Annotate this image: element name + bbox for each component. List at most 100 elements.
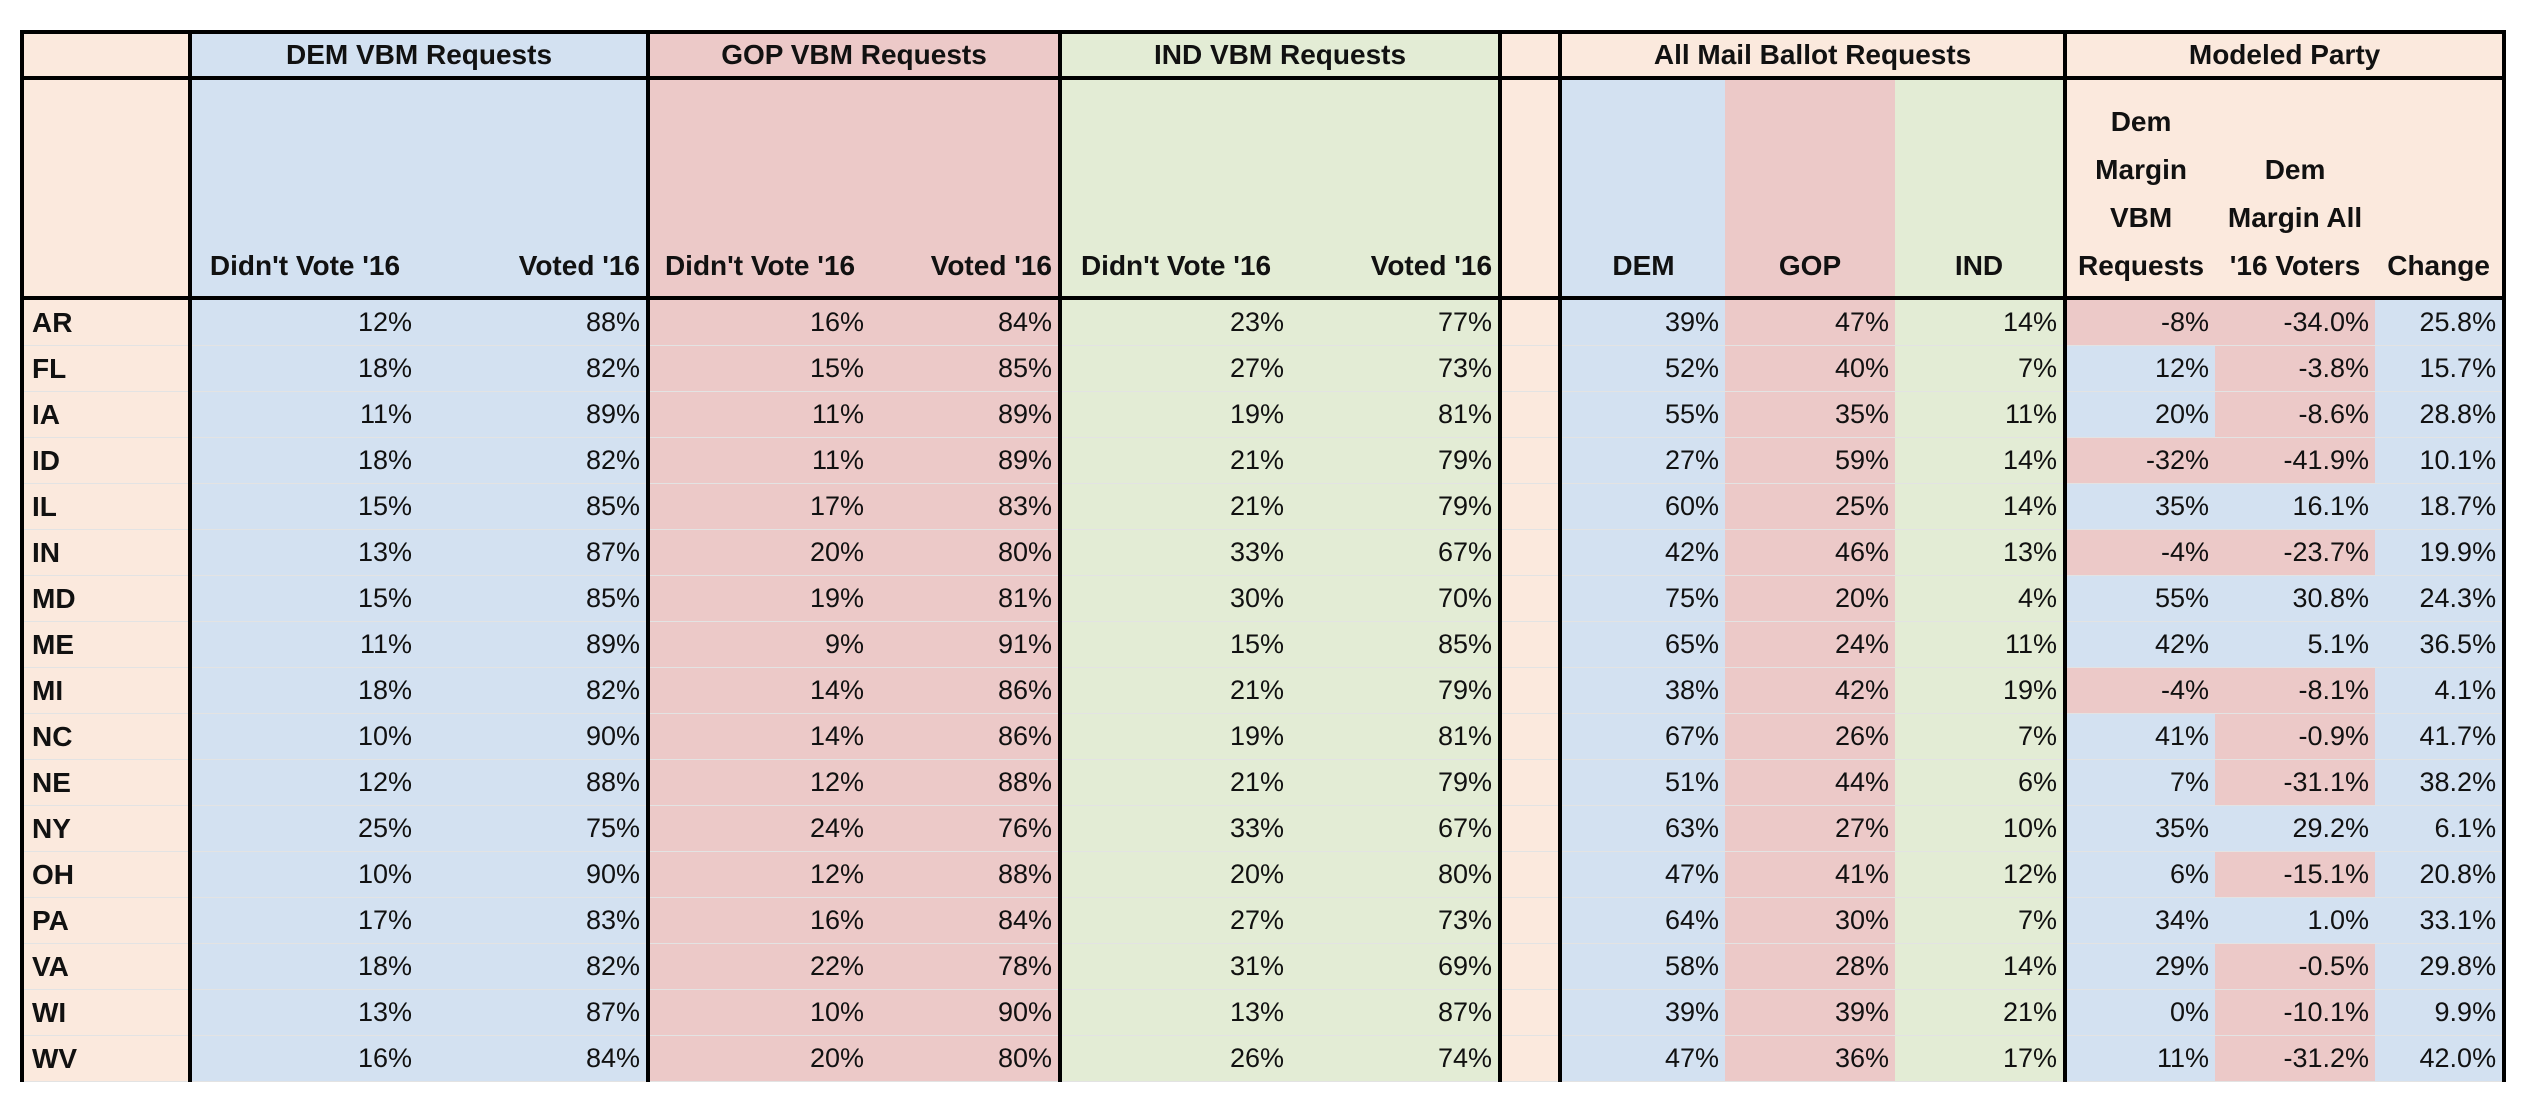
table-row: NC 10% 90% 14% 86% 19% 81% 67% 26% 7% 41% -0.9% 41.7… bbox=[20, 713, 2507, 760]
all-gop-header: GOP bbox=[1725, 78, 1896, 300]
table-row: WV 16% 84% 20% 80% 26% 74% 47% 36% 17% 11% -31.2% 42… bbox=[20, 1035, 2507, 1082]
all-dem-cell: 52% bbox=[1558, 345, 1726, 392]
all-ind-cell: 14% bbox=[1895, 943, 2066, 990]
dem-voted-cell: 88% bbox=[418, 759, 649, 806]
state-cell: VA bbox=[20, 943, 190, 990]
all-dem-cell: 51% bbox=[1558, 759, 1726, 806]
ind-didnt-vote-cell: 13% bbox=[1058, 989, 1291, 1036]
gop-voted-cell: 76% bbox=[870, 805, 1061, 852]
dem-margin-vbm-cell: 20% bbox=[2063, 391, 2216, 438]
dem-margin-vbm-cell: -4% bbox=[2063, 529, 2216, 576]
state-cell: OH bbox=[20, 851, 190, 898]
dem-margin-vbm-cell: 55% bbox=[2063, 575, 2216, 622]
ind-didnt-vote-header: Didn't Vote '16 bbox=[1058, 78, 1291, 300]
all-ind-cell: 11% bbox=[1895, 391, 2066, 438]
change-cell: 18.7% bbox=[2375, 483, 2507, 530]
ind-didnt-vote-cell: 19% bbox=[1058, 713, 1291, 760]
dem-margin-vbm-cell: -32% bbox=[2063, 437, 2216, 484]
dem-margin-vbm-cell: 0% bbox=[2063, 989, 2216, 1036]
dem-didnt-vote-cell: 15% bbox=[188, 575, 418, 622]
dem-margin-all-cell: -34.0% bbox=[2215, 298, 2376, 346]
gop-voted-cell: 83% bbox=[870, 483, 1061, 530]
gop-voted-cell: 88% bbox=[870, 851, 1061, 898]
state-cell: IA bbox=[20, 391, 190, 438]
all-gop-cell: 39% bbox=[1725, 989, 1896, 1036]
dem-margin-vbm-cell: 42% bbox=[2063, 621, 2216, 668]
all-ind-cell: 14% bbox=[1895, 483, 2066, 530]
ind-voted-cell: 73% bbox=[1290, 345, 1501, 392]
all-dem-cell: 67% bbox=[1558, 713, 1726, 760]
dem-margin-all-cell: -0.5% bbox=[2215, 943, 2376, 990]
table-row: PA 17% 83% 16% 84% 27% 73% 64% 30% 7% 34% 1.0% 33.1% bbox=[20, 897, 2507, 944]
gop-didnt-vote-header: Didn't Vote '16 bbox=[646, 78, 871, 300]
spacer-cell bbox=[1498, 437, 1561, 484]
spacer-cell bbox=[1498, 989, 1561, 1036]
dem-didnt-vote-cell: 16% bbox=[188, 1035, 418, 1082]
table-row: IN 13% 87% 20% 80% 33% 67% 42% 46% 13% -4% -23.7% 19… bbox=[20, 529, 2507, 576]
table-row: WI 13% 87% 10% 90% 13% 87% 39% 39% 21% 0% -10.1% 9.9… bbox=[20, 989, 2507, 1036]
dem-margin-all-cell: -15.1% bbox=[2215, 851, 2376, 898]
table-row: NE 12% 88% 12% 88% 21% 79% 51% 44% 6% 7% -31.1% 38.2… bbox=[20, 759, 2507, 806]
dem-margin-all-cell: -8.6% bbox=[2215, 391, 2376, 438]
spacer-cell bbox=[1498, 78, 1561, 300]
all-gop-cell: 46% bbox=[1725, 529, 1896, 576]
gop-didnt-vote-cell: 20% bbox=[646, 1035, 871, 1082]
dem-didnt-vote-cell: 11% bbox=[188, 391, 418, 438]
ind-group-header: IND VBM Requests bbox=[1058, 30, 1501, 80]
all-dem-cell: 63% bbox=[1558, 805, 1726, 852]
ind-voted-cell: 81% bbox=[1290, 713, 1501, 760]
spacer-cell bbox=[1498, 667, 1561, 714]
dem-voted-cell: 82% bbox=[418, 943, 649, 990]
ind-voted-cell: 79% bbox=[1290, 759, 1501, 806]
ind-voted-cell: 74% bbox=[1290, 1035, 1501, 1082]
change-cell: 10.1% bbox=[2375, 437, 2507, 484]
all-gop-cell: 47% bbox=[1725, 298, 1896, 346]
dem-voted-header: Voted '16 bbox=[418, 78, 649, 300]
dem-voted-cell: 83% bbox=[418, 897, 649, 944]
change-cell: 6.1% bbox=[2375, 805, 2507, 852]
all-group-header: All Mail Ballot Requests bbox=[1558, 30, 2066, 80]
dem-margin-vbm-cell: -8% bbox=[2063, 298, 2216, 346]
change-cell: 28.8% bbox=[2375, 391, 2507, 438]
all-dem-cell: 27% bbox=[1558, 437, 1726, 484]
spacer-cell bbox=[1498, 621, 1561, 668]
dem-didnt-vote-cell: 10% bbox=[188, 851, 418, 898]
gop-voted-cell: 88% bbox=[870, 759, 1061, 806]
state-cell: MI bbox=[20, 667, 190, 714]
all-gop-cell: 44% bbox=[1725, 759, 1896, 806]
change-cell: 38.2% bbox=[2375, 759, 2507, 806]
dem-didnt-vote-cell: 15% bbox=[188, 483, 418, 530]
ind-voted-cell: 79% bbox=[1290, 667, 1501, 714]
all-ind-cell: 12% bbox=[1895, 851, 2066, 898]
all-gop-cell: 35% bbox=[1725, 391, 1896, 438]
gop-didnt-vote-cell: 19% bbox=[646, 575, 871, 622]
dem-didnt-vote-cell: 17% bbox=[188, 897, 418, 944]
all-ind-cell: 19% bbox=[1895, 667, 2066, 714]
dem-didnt-vote-cell: 12% bbox=[188, 298, 418, 346]
spacer-cell bbox=[1498, 30, 1561, 80]
table-row: FL 18% 82% 15% 85% 27% 73% 52% 40% 7% 12% -3.8% 15.7… bbox=[20, 345, 2507, 392]
all-dem-cell: 65% bbox=[1558, 621, 1726, 668]
dem-voted-cell: 75% bbox=[418, 805, 649, 852]
gop-voted-cell: 84% bbox=[870, 897, 1061, 944]
ind-didnt-vote-cell: 26% bbox=[1058, 1035, 1291, 1082]
group-header-row: DEM VBM Requests GOP VBM Requests IND VB… bbox=[20, 30, 2507, 80]
table-row: IL 15% 85% 17% 83% 21% 79% 60% 25% 14% 35% 16.1% 18.… bbox=[20, 483, 2507, 530]
state-cell: NY bbox=[20, 805, 190, 852]
ind-didnt-vote-cell: 15% bbox=[1058, 621, 1291, 668]
gop-didnt-vote-cell: 24% bbox=[646, 805, 871, 852]
gop-didnt-vote-cell: 9% bbox=[646, 621, 871, 668]
spacer-cell bbox=[1498, 851, 1561, 898]
gop-didnt-vote-cell: 10% bbox=[646, 989, 871, 1036]
ind-didnt-vote-cell: 21% bbox=[1058, 483, 1291, 530]
dem-voted-cell: 85% bbox=[418, 575, 649, 622]
table-row: VA 18% 82% 22% 78% 31% 69% 58% 28% 14% 29% -0.5% 29.… bbox=[20, 943, 2507, 990]
gop-didnt-vote-cell: 16% bbox=[646, 298, 871, 346]
dem-voted-cell: 89% bbox=[418, 621, 649, 668]
gop-didnt-vote-cell: 11% bbox=[646, 437, 871, 484]
ind-didnt-vote-cell: 33% bbox=[1058, 805, 1291, 852]
gop-voted-cell: 78% bbox=[870, 943, 1061, 990]
dem-didnt-vote-cell: 12% bbox=[188, 759, 418, 806]
all-dem-cell: 42% bbox=[1558, 529, 1726, 576]
all-gop-cell: 28% bbox=[1725, 943, 1896, 990]
